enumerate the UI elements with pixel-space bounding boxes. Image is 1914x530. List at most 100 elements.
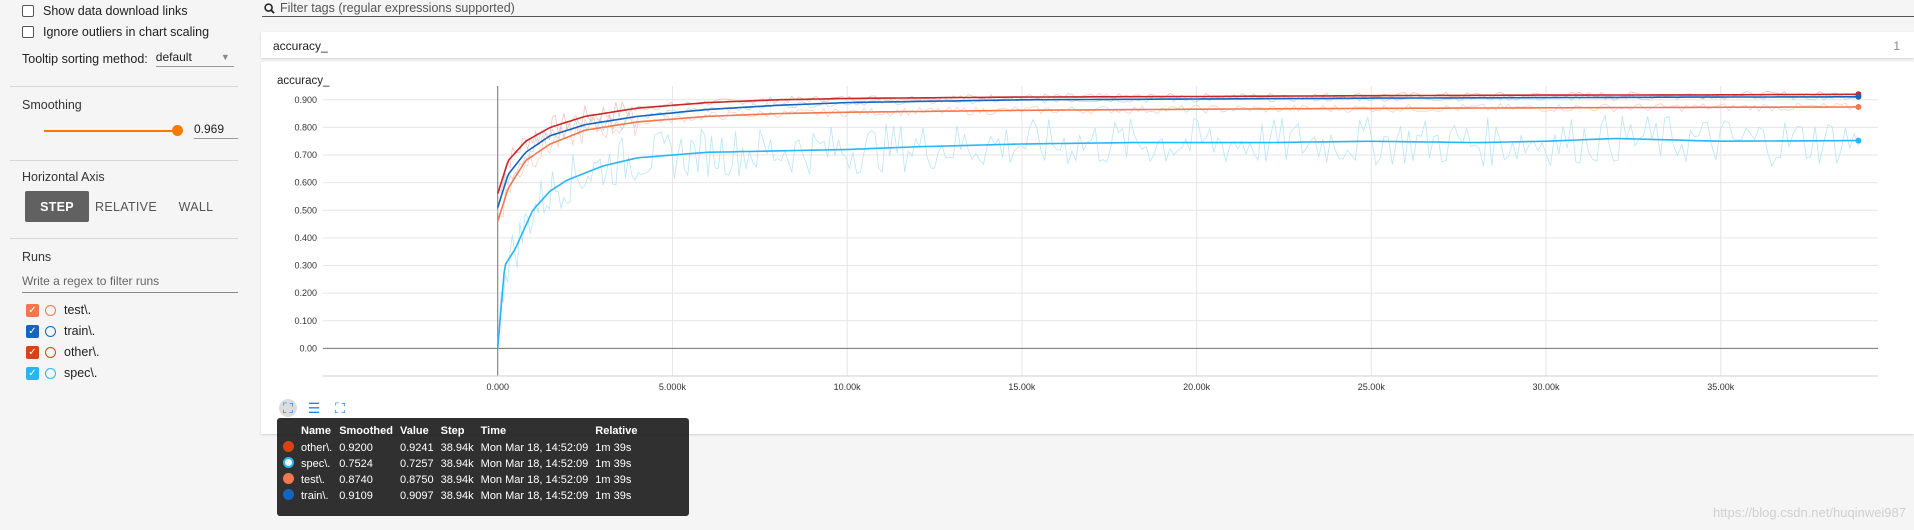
y-tick-label: 0.100 — [294, 316, 317, 326]
chevron-down-icon: ▼ — [220, 52, 230, 62]
x-tick-label: 20.00k — [1183, 382, 1211, 392]
tooltip-time: Mon Mar 18, 14:52:09 — [480, 442, 589, 454]
check-icon[interactable]: ✓ — [26, 345, 39, 359]
y-tick-label: 0.800 — [294, 122, 317, 132]
tooltip-step: 38.94k — [440, 442, 474, 454]
run-color-dot — [283, 457, 294, 468]
tooltip-row: train\. 0.9109 0.9097 38.94k Mon Mar 18,… — [283, 488, 644, 504]
tooltip-sort-select[interactable]: default ▼ — [155, 50, 234, 67]
x-tick-label: 25.00k — [1358, 382, 1386, 392]
horizontal-axis-label: Horizontal Axis — [22, 170, 105, 184]
scalar-chart[interactable]: 0.00 0.100 0.200 0.300 0.400 0.500 0.600 0.700 0… — [261, 62, 1914, 392]
tooltip-header-row: Name Smoothed Value Step Time Relative — [283, 425, 644, 440]
fit-domain-icon[interactable]: ⛶ — [335, 399, 345, 416]
series-line — [496, 93, 1859, 194]
circle-icon — [45, 367, 56, 379]
series-line — [496, 95, 1859, 208]
tooltip-row: test\. 0.8740 0.8750 38.94k Mon Mar 18, … — [283, 472, 644, 488]
check-icon[interactable]: ✓ — [26, 303, 39, 317]
y-tick-label: 0.400 — [294, 233, 317, 243]
series-line — [496, 106, 1859, 222]
circle-icon — [45, 325, 56, 337]
run-item-train[interactable]: ✓ train\. — [26, 324, 95, 338]
search-icon — [264, 2, 275, 14]
tooltip-smoothed: 0.9109 — [339, 490, 373, 502]
runs-filter-input[interactable]: Write a regex to filter runs — [22, 274, 238, 293]
y-tick-label: 0.600 — [294, 178, 317, 188]
tooltip-value: 0.7257 — [399, 458, 434, 470]
tooltip-row: other\. 0.9200 0.9241 38.94k Mon Mar 18,… — [283, 440, 644, 456]
tooltip-header: Value — [399, 425, 429, 437]
run-label: spec\. — [64, 366, 98, 380]
tooltip-value: 0.8750 — [399, 474, 434, 486]
tooltip-name: test\. — [301, 474, 325, 486]
ignore-outliers-checkbox[interactable] — [22, 26, 34, 38]
fullscreen-icon[interactable]: ⛶ — [279, 399, 297, 417]
chart-toolbar: ⛶ ☰ ⛶ — [279, 399, 349, 417]
tooltip-row: spec\. 0.7524 0.7257 38.94k Mon Mar 18, … — [283, 456, 644, 472]
smoothing-label: Smoothing — [22, 98, 82, 112]
ignore-outliers-option[interactable]: Ignore outliers in chart scaling — [22, 25, 209, 39]
tag-group-title: accuracy_ — [273, 39, 328, 53]
tooltip-smoothed: 0.8740 — [339, 474, 373, 486]
x-tick-label: 15.00k — [1008, 382, 1036, 392]
tooltip-header: Smoothed — [339, 425, 393, 437]
chart-card: accuracy_ 0.00 0.100 0.200 0.300 0.400 0.500 0… — [261, 62, 1914, 434]
tooltip-name: train\. — [301, 490, 329, 502]
y-tick-label: 0.700 — [294, 150, 317, 160]
smoothing-slider-thumb[interactable] — [172, 125, 183, 136]
check-icon[interactable]: ✓ — [26, 366, 39, 380]
tooltip-relative: 1m 39s — [595, 490, 632, 502]
watermark: https://blog.csdn.net/huqinwei987 — [1713, 505, 1906, 520]
tooltip-sort-value: default — [155, 50, 192, 64]
divider — [10, 86, 238, 87]
tooltip-smoothed: 0.9200 — [339, 442, 373, 454]
tag-filter-bar[interactable]: Filter tags (regular expressions support… — [262, 0, 1914, 17]
tooltip-step: 38.94k — [440, 490, 474, 502]
tooltip-header: Name — [301, 425, 331, 437]
ignore-outliers-label: Ignore outliers in chart scaling — [43, 25, 210, 39]
chart-title: accuracy_ — [277, 75, 330, 87]
list-icon[interactable]: ☰ — [307, 399, 321, 416]
tooltip-step: 38.94k — [440, 458, 474, 470]
show-download-links-option[interactable]: Show data download links — [22, 4, 188, 18]
axis-relative-button[interactable]: RELATIVE — [95, 199, 157, 214]
run-item-other[interactable]: ✓ other\. — [26, 345, 99, 359]
tooltip-time: Mon Mar 18, 14:52:09 — [480, 458, 589, 470]
run-item-test[interactable]: ✓ test\. — [26, 303, 91, 317]
smoothing-input[interactable]: 0.969 — [194, 122, 238, 139]
tag-filter-input[interactable]: Filter tags (regular expressions support… — [280, 1, 515, 15]
show-download-checkbox[interactable] — [22, 5, 34, 17]
y-tick-label: 0.00 — [299, 343, 317, 353]
series-end-point — [1855, 137, 1862, 144]
run-color-dot — [283, 473, 294, 484]
tooltip-value: 0.9241 — [399, 442, 434, 454]
raw-series-line — [497, 102, 1859, 221]
y-tick-label: 0.200 — [294, 288, 317, 298]
tag-group-header[interactable]: accuracy_ 1 — [261, 32, 1914, 58]
smoothing-slider[interactable] — [44, 130, 178, 132]
tooltip-header: Time — [480, 425, 507, 437]
tooltip-relative: 1m 39s — [595, 442, 632, 454]
x-tick-label: 5.000k — [659, 382, 687, 392]
chart-tooltip: Name Smoothed Value Step Time Relative o… — [277, 418, 689, 516]
tag-group-count: 1 — [1893, 39, 1900, 53]
tooltip-relative: 1m 39s — [595, 458, 632, 470]
sidebar: Show data download links Ignore outliers… — [0, 0, 258, 530]
tooltip-time: Mon Mar 18, 14:52:09 — [480, 490, 589, 502]
check-icon[interactable]: ✓ — [26, 324, 39, 338]
tooltip-sort-label: Tooltip sorting method: — [22, 51, 148, 66]
tooltip-table: Name Smoothed Value Step Time Relative o… — [283, 425, 644, 504]
axis-wall-button[interactable]: WALL — [178, 199, 214, 214]
run-item-spec[interactable]: ✓ spec\. — [26, 366, 97, 380]
y-tick-label: 0.300 — [294, 261, 317, 271]
x-tick-label: 30.00k — [1533, 382, 1561, 392]
x-tick-label: 35.00k — [1707, 382, 1735, 392]
axis-step-button[interactable]: STEP — [25, 191, 89, 222]
tooltip-value: 0.9097 — [399, 490, 434, 502]
tooltip-smoothed: 0.7524 — [339, 458, 373, 470]
tooltip-time: Mon Mar 18, 14:52:09 — [480, 474, 589, 486]
run-label: other\. — [64, 345, 100, 359]
run-color-dot — [283, 441, 294, 452]
tooltip-relative: 1m 39s — [595, 474, 632, 486]
